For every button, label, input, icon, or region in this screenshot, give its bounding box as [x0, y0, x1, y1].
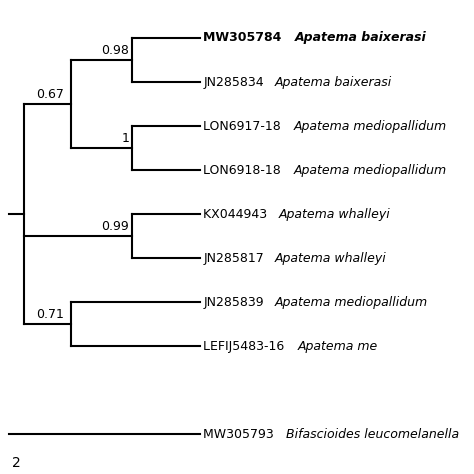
Text: Apatema whalleyi: Apatema whalleyi — [275, 252, 387, 264]
Text: Bifascioides leucomelanella: Bifascioides leucomelanella — [286, 428, 459, 441]
Text: 1: 1 — [121, 132, 129, 145]
Text: 0.71: 0.71 — [36, 308, 64, 321]
Text: MW305793: MW305793 — [203, 428, 278, 441]
Text: Apatema mediopallidum: Apatema mediopallidum — [275, 296, 428, 309]
Text: 0.67: 0.67 — [36, 88, 64, 101]
Text: Apatema mediopallidum: Apatema mediopallidum — [294, 119, 447, 133]
Text: Apatema mediopallidum: Apatema mediopallidum — [294, 164, 447, 176]
Text: LON6917-18: LON6917-18 — [203, 119, 285, 133]
Text: Apatema baixerasi: Apatema baixerasi — [295, 31, 427, 45]
Text: KX044943: KX044943 — [203, 208, 271, 220]
Text: Apatema me: Apatema me — [298, 340, 378, 353]
Text: LEFIJ5483-16: LEFIJ5483-16 — [203, 340, 289, 353]
Text: JN285817: JN285817 — [203, 252, 268, 264]
Text: JN285834: JN285834 — [203, 75, 268, 89]
Text: Apatema whalleyi: Apatema whalleyi — [279, 208, 391, 220]
Text: 0.99: 0.99 — [101, 220, 129, 233]
Text: 2: 2 — [12, 456, 21, 470]
Text: MW305784: MW305784 — [203, 31, 286, 45]
Text: JN285839: JN285839 — [203, 296, 268, 309]
Text: LON6918-18: LON6918-18 — [203, 164, 285, 176]
Text: 0.98: 0.98 — [101, 44, 129, 57]
Text: Apatema baixerasi: Apatema baixerasi — [275, 75, 392, 89]
